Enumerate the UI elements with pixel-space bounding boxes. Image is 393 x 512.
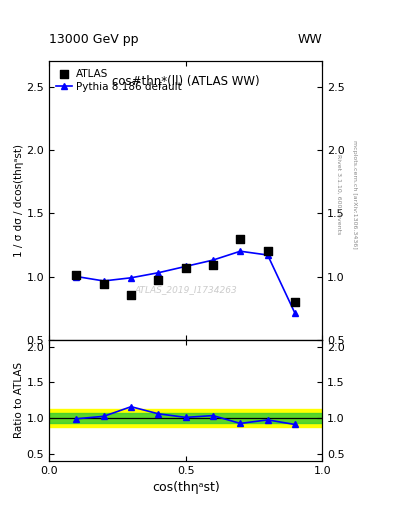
- ATLAS: [237, 234, 243, 243]
- ATLAS: [210, 261, 216, 269]
- Pythia 8.186 default: [101, 278, 106, 284]
- Pythia 8.186 default: [74, 273, 79, 280]
- ATLAS: [182, 264, 189, 272]
- Pythia 8.186 default: [156, 270, 161, 276]
- Bar: [49, 409, 322, 428]
- Pythia 8.186 default: [238, 248, 242, 254]
- Text: 13000 GeV pp: 13000 GeV pp: [49, 33, 139, 46]
- Text: WW: WW: [298, 33, 322, 46]
- Text: mcplots.cern.ch [arXiv:1306.3436]: mcplots.cern.ch [arXiv:1306.3436]: [352, 140, 357, 249]
- ATLAS: [155, 276, 162, 284]
- ATLAS: [292, 298, 298, 306]
- X-axis label: cos(thηᵃst): cos(thηᵃst): [152, 481, 220, 494]
- Pythia 8.186 default: [211, 257, 215, 263]
- Y-axis label: 1 / σ dσ / dcos(thηᵃst): 1 / σ dσ / dcos(thηᵃst): [14, 144, 24, 257]
- Pythia 8.186 default: [183, 263, 188, 269]
- Y-axis label: Ratio to ATLAS: Ratio to ATLAS: [14, 362, 24, 438]
- Text: Rivet 3.1.10, 600k events: Rivet 3.1.10, 600k events: [336, 155, 341, 234]
- Line: Pythia 8.186 default: Pythia 8.186 default: [73, 248, 298, 317]
- ATLAS: [264, 247, 271, 255]
- Pythia 8.186 default: [292, 310, 298, 316]
- Text: ATLAS_2019_I1734263: ATLAS_2019_I1734263: [134, 285, 237, 294]
- Pythia 8.186 default: [265, 252, 270, 258]
- Pythia 8.186 default: [129, 275, 133, 281]
- Legend: ATLAS, Pythia 8.186 default: ATLAS, Pythia 8.186 default: [54, 67, 184, 94]
- Bar: [49, 414, 322, 423]
- Text: cos#thη*(ll) (ATLAS WW): cos#thη*(ll) (ATLAS WW): [112, 75, 259, 89]
- ATLAS: [128, 291, 134, 299]
- ATLAS: [73, 271, 80, 280]
- ATLAS: [101, 280, 107, 288]
